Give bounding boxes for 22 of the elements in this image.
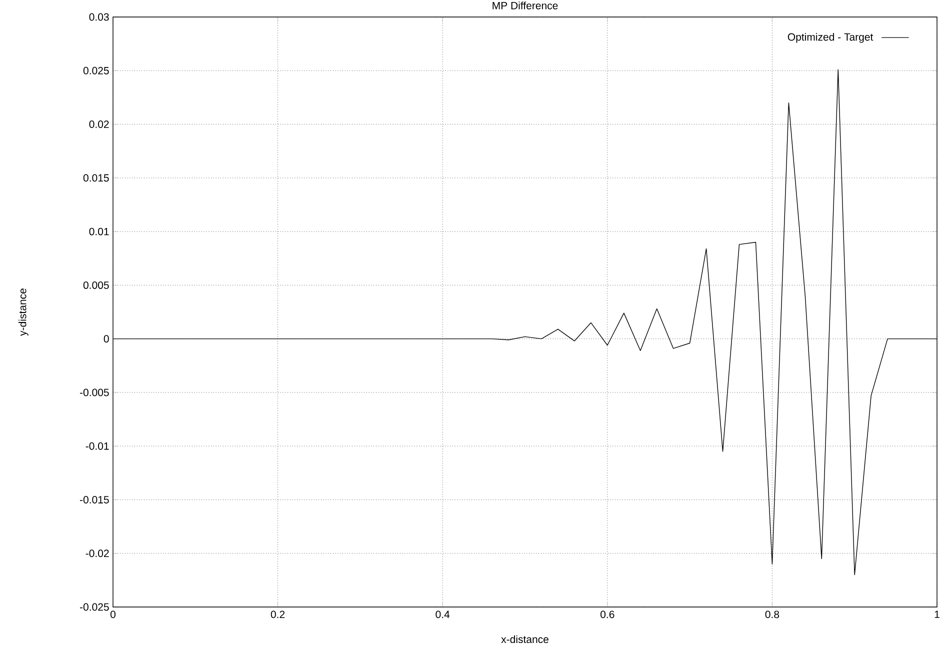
x-axis-title: x-distance (501, 635, 548, 644)
y-tick-label: -0.01 (86, 442, 109, 450)
legend-label: Optimized - Target (788, 32, 874, 43)
y-axis-title: y-distance (18, 288, 28, 336)
y-tick-label: 0.015 (83, 174, 109, 182)
y-tick-label: -0.025 (80, 603, 109, 611)
chart-title: MP Difference (492, 2, 558, 10)
y-tick-label: 0.02 (89, 120, 109, 128)
y-tick-label: -0.015 (80, 496, 109, 504)
y-tick-label: -0.02 (86, 550, 109, 558)
x-tick-label: 0.4 (436, 610, 450, 618)
x-tick-label: 0.2 (270, 610, 285, 618)
y-tick-label: 0 (104, 335, 109, 343)
x-tick-label: 0.8 (765, 610, 780, 618)
x-tick-label: 0 (110, 610, 116, 618)
y-tick-label: -0.005 (80, 388, 109, 396)
y-tick-label: 0.03 (89, 13, 109, 21)
y-tick-label: 0.005 (83, 281, 109, 289)
x-tick-label: 0.6 (600, 610, 614, 618)
y-tick-label: 0.01 (89, 228, 109, 236)
x-tick-label: 1 (934, 610, 940, 618)
y-tick-label: 0.025 (83, 66, 109, 74)
